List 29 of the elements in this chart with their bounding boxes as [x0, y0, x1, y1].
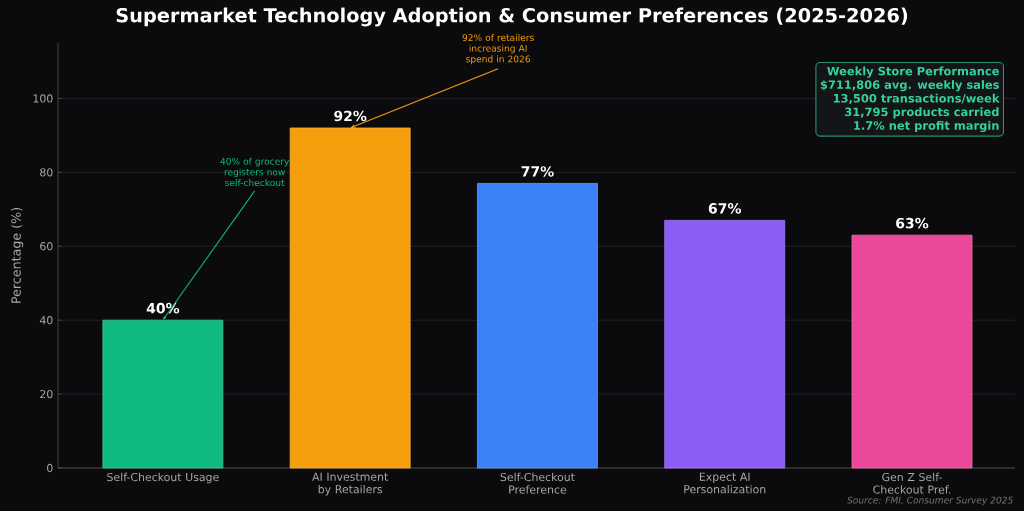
x-tick-label: Gen Z Self-Checkout Pref.: [873, 472, 951, 494]
data-label: 77%: [521, 166, 554, 177]
x-tick-label: Self-Checkout Preference: [500, 472, 575, 494]
data-label: 40%: [146, 302, 180, 314]
chart-title: Supermarket Technology Adoption & Consumer Preferences (2025-2026): [116, 7, 908, 27]
annotation: 92% of retailers increasing AI spend in 2026: [462, 34, 534, 65]
y-axis-title: Percentage (%): [11, 208, 24, 303]
y-tick-label: 20: [40, 389, 53, 399]
x-tick-label: Expect AI Personalization: [684, 472, 766, 494]
data-label: 92%: [334, 110, 367, 122]
y-tick-label: 0: [47, 463, 53, 473]
bar: [664, 219, 786, 469]
bar: [851, 234, 973, 469]
annotation: $711,806 avg. weekly sales: [820, 80, 999, 92]
annotation: 31,795 products carried: [845, 107, 999, 119]
annotation: 1.7% net profit margin: [854, 120, 999, 133]
x-tick-label: AI Investment by Retailers: [312, 472, 389, 496]
source-note: Source: FMI, Consumer Survey 2025: [847, 496, 1013, 506]
data-label: 67%: [708, 203, 742, 214]
data-label: 63%: [896, 217, 929, 229]
y-tick-label: 40: [39, 316, 53, 325]
bar: [477, 183, 598, 469]
y-tick-label: 100: [33, 94, 53, 103]
y-tick-label: 60: [40, 242, 53, 251]
x-tick-label: Self-Checkout Usage: [107, 472, 219, 484]
annotation: 40% of grocery registers now self-checkout: [220, 157, 290, 187]
annotation: 13,500 transactions/week: [833, 93, 1000, 105]
y-tick-label: 80: [40, 168, 53, 177]
annotation: Weekly Store Performance: [827, 66, 999, 78]
